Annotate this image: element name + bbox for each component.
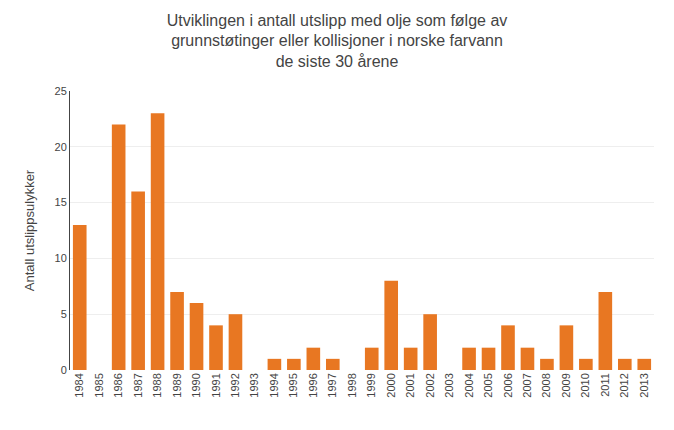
svg-text:Antall utslippsulykker: Antall utslippsulykker: [22, 169, 37, 291]
svg-text:0: 0: [61, 364, 67, 376]
svg-text:2003: 2003: [443, 373, 455, 397]
svg-text:1999: 1999: [365, 373, 377, 397]
svg-text:5: 5: [61, 308, 67, 320]
svg-text:25: 25: [55, 85, 67, 97]
svg-text:2012: 2012: [618, 373, 630, 397]
svg-text:2013: 2013: [638, 373, 650, 397]
svg-text:2000: 2000: [385, 373, 397, 397]
svg-text:2001: 2001: [404, 373, 416, 397]
svg-text:15: 15: [55, 196, 67, 208]
svg-text:1997: 1997: [326, 373, 338, 397]
svg-text:1993: 1993: [249, 373, 261, 397]
svg-text:1986: 1986: [112, 373, 124, 397]
svg-text:1985: 1985: [93, 373, 105, 397]
svg-text:1984: 1984: [73, 373, 85, 397]
svg-text:1992: 1992: [229, 373, 241, 397]
svg-text:1987: 1987: [132, 373, 144, 397]
svg-text:2010: 2010: [579, 373, 591, 397]
svg-text:1990: 1990: [190, 373, 202, 397]
svg-text:1996: 1996: [307, 373, 319, 397]
svg-text:2009: 2009: [560, 373, 572, 397]
svg-text:2002: 2002: [424, 373, 436, 397]
svg-text:2004: 2004: [463, 373, 475, 397]
svg-text:2007: 2007: [521, 373, 533, 397]
svg-text:1989: 1989: [171, 373, 183, 397]
svg-text:2006: 2006: [502, 373, 514, 397]
svg-text:20: 20: [55, 141, 67, 153]
svg-text:1998: 1998: [346, 373, 358, 397]
svg-text:2011: 2011: [599, 373, 611, 397]
svg-text:1991: 1991: [210, 373, 222, 397]
svg-text:1988: 1988: [151, 373, 163, 397]
svg-text:1995: 1995: [287, 373, 299, 397]
svg-text:2008: 2008: [541, 373, 553, 397]
svg-text:1994: 1994: [268, 373, 280, 397]
svg-text:10: 10: [55, 252, 67, 264]
svg-text:2005: 2005: [482, 373, 494, 397]
svg-text:Utviklingen i antall utslipp m: Utviklingen i antall utslipp med olje so…: [167, 12, 508, 71]
